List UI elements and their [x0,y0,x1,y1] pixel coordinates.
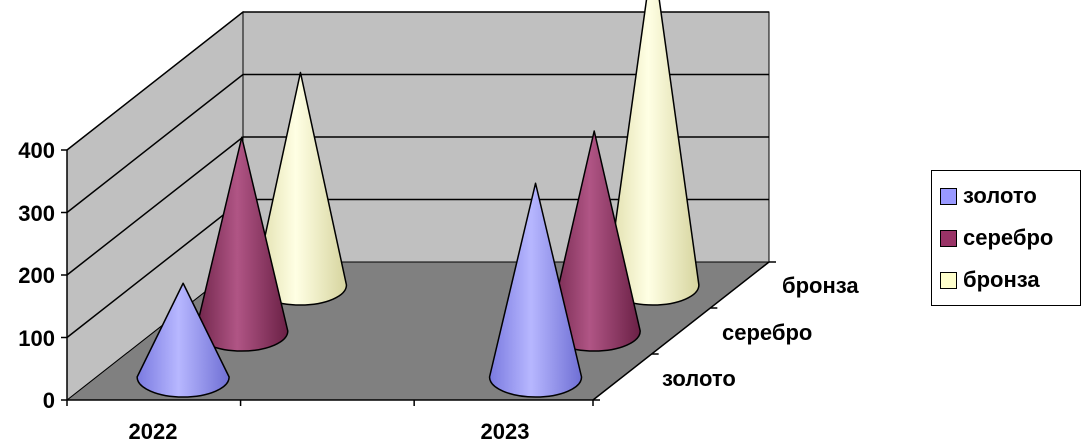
depth-label-serebro: серебро [722,320,812,345]
y-tick-label-0: 0 [43,388,55,413]
legend-label-serebro: серебро [963,225,1054,250]
y-tick-label-300: 300 [18,201,55,226]
cones [136,0,700,398]
y-tick-label-400: 400 [18,138,55,163]
y-tick-label-100: 100 [18,326,55,351]
legend-label-zoloto: золото [963,183,1037,208]
axis-ticks [61,149,776,406]
legend-swatch-serebro [940,229,957,247]
legend-item-serebro: серебро [940,225,1053,251]
legend-item-bronza: бронза [940,267,1040,293]
legend-item-zoloto: золото [940,183,1037,209]
gridline-300 [66,73,769,214]
x-tick-label-2023: 2023 [481,419,530,441]
cone-золото-2022 [136,282,230,398]
legend-swatch-bronza [940,271,957,289]
x-tick-label-2022: 2022 [129,419,178,441]
legend-label-bronza: бронза [963,267,1040,292]
y-tick-label-200: 200 [18,263,55,288]
legend-swatch-zoloto [940,187,957,205]
depth-axis-line [592,261,770,401]
depth-label-bronza: бронза [782,273,859,298]
gridline-400 [66,11,769,151]
depth-label-zoloto: золото [662,366,736,391]
legend: золото серебро бронза [931,170,1081,306]
cone-золото-2023 [488,182,583,398]
